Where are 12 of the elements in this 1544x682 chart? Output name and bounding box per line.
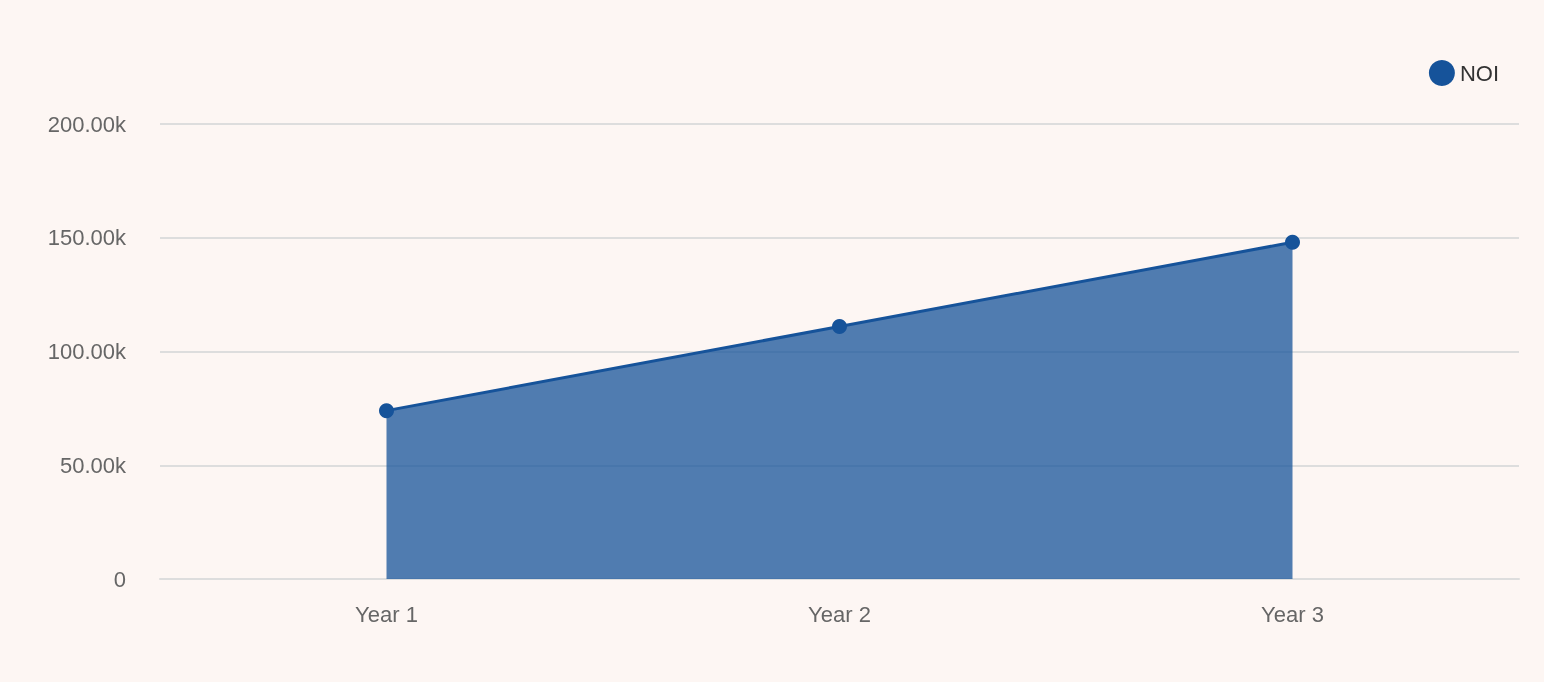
- point: [379, 403, 394, 419]
- point: [832, 318, 847, 334]
- y-tick-label: 50.00k: [59, 452, 127, 478]
- y-tick-label: 100.00k: [47, 339, 127, 364]
- point: [1285, 234, 1300, 250]
- y-tick-label: 0: [113, 566, 126, 592]
- legend-label: NOI: [1459, 60, 1500, 86]
- y-tick-label: 150.00k: [47, 225, 127, 251]
- y-tick-label: 200.00k: [47, 111, 127, 137]
- x-tick-label: Year 3: [1261, 601, 1324, 627]
- x-tick-label: Year 2: [808, 601, 871, 627]
- x-tick-label: Year 1: [355, 601, 418, 627]
